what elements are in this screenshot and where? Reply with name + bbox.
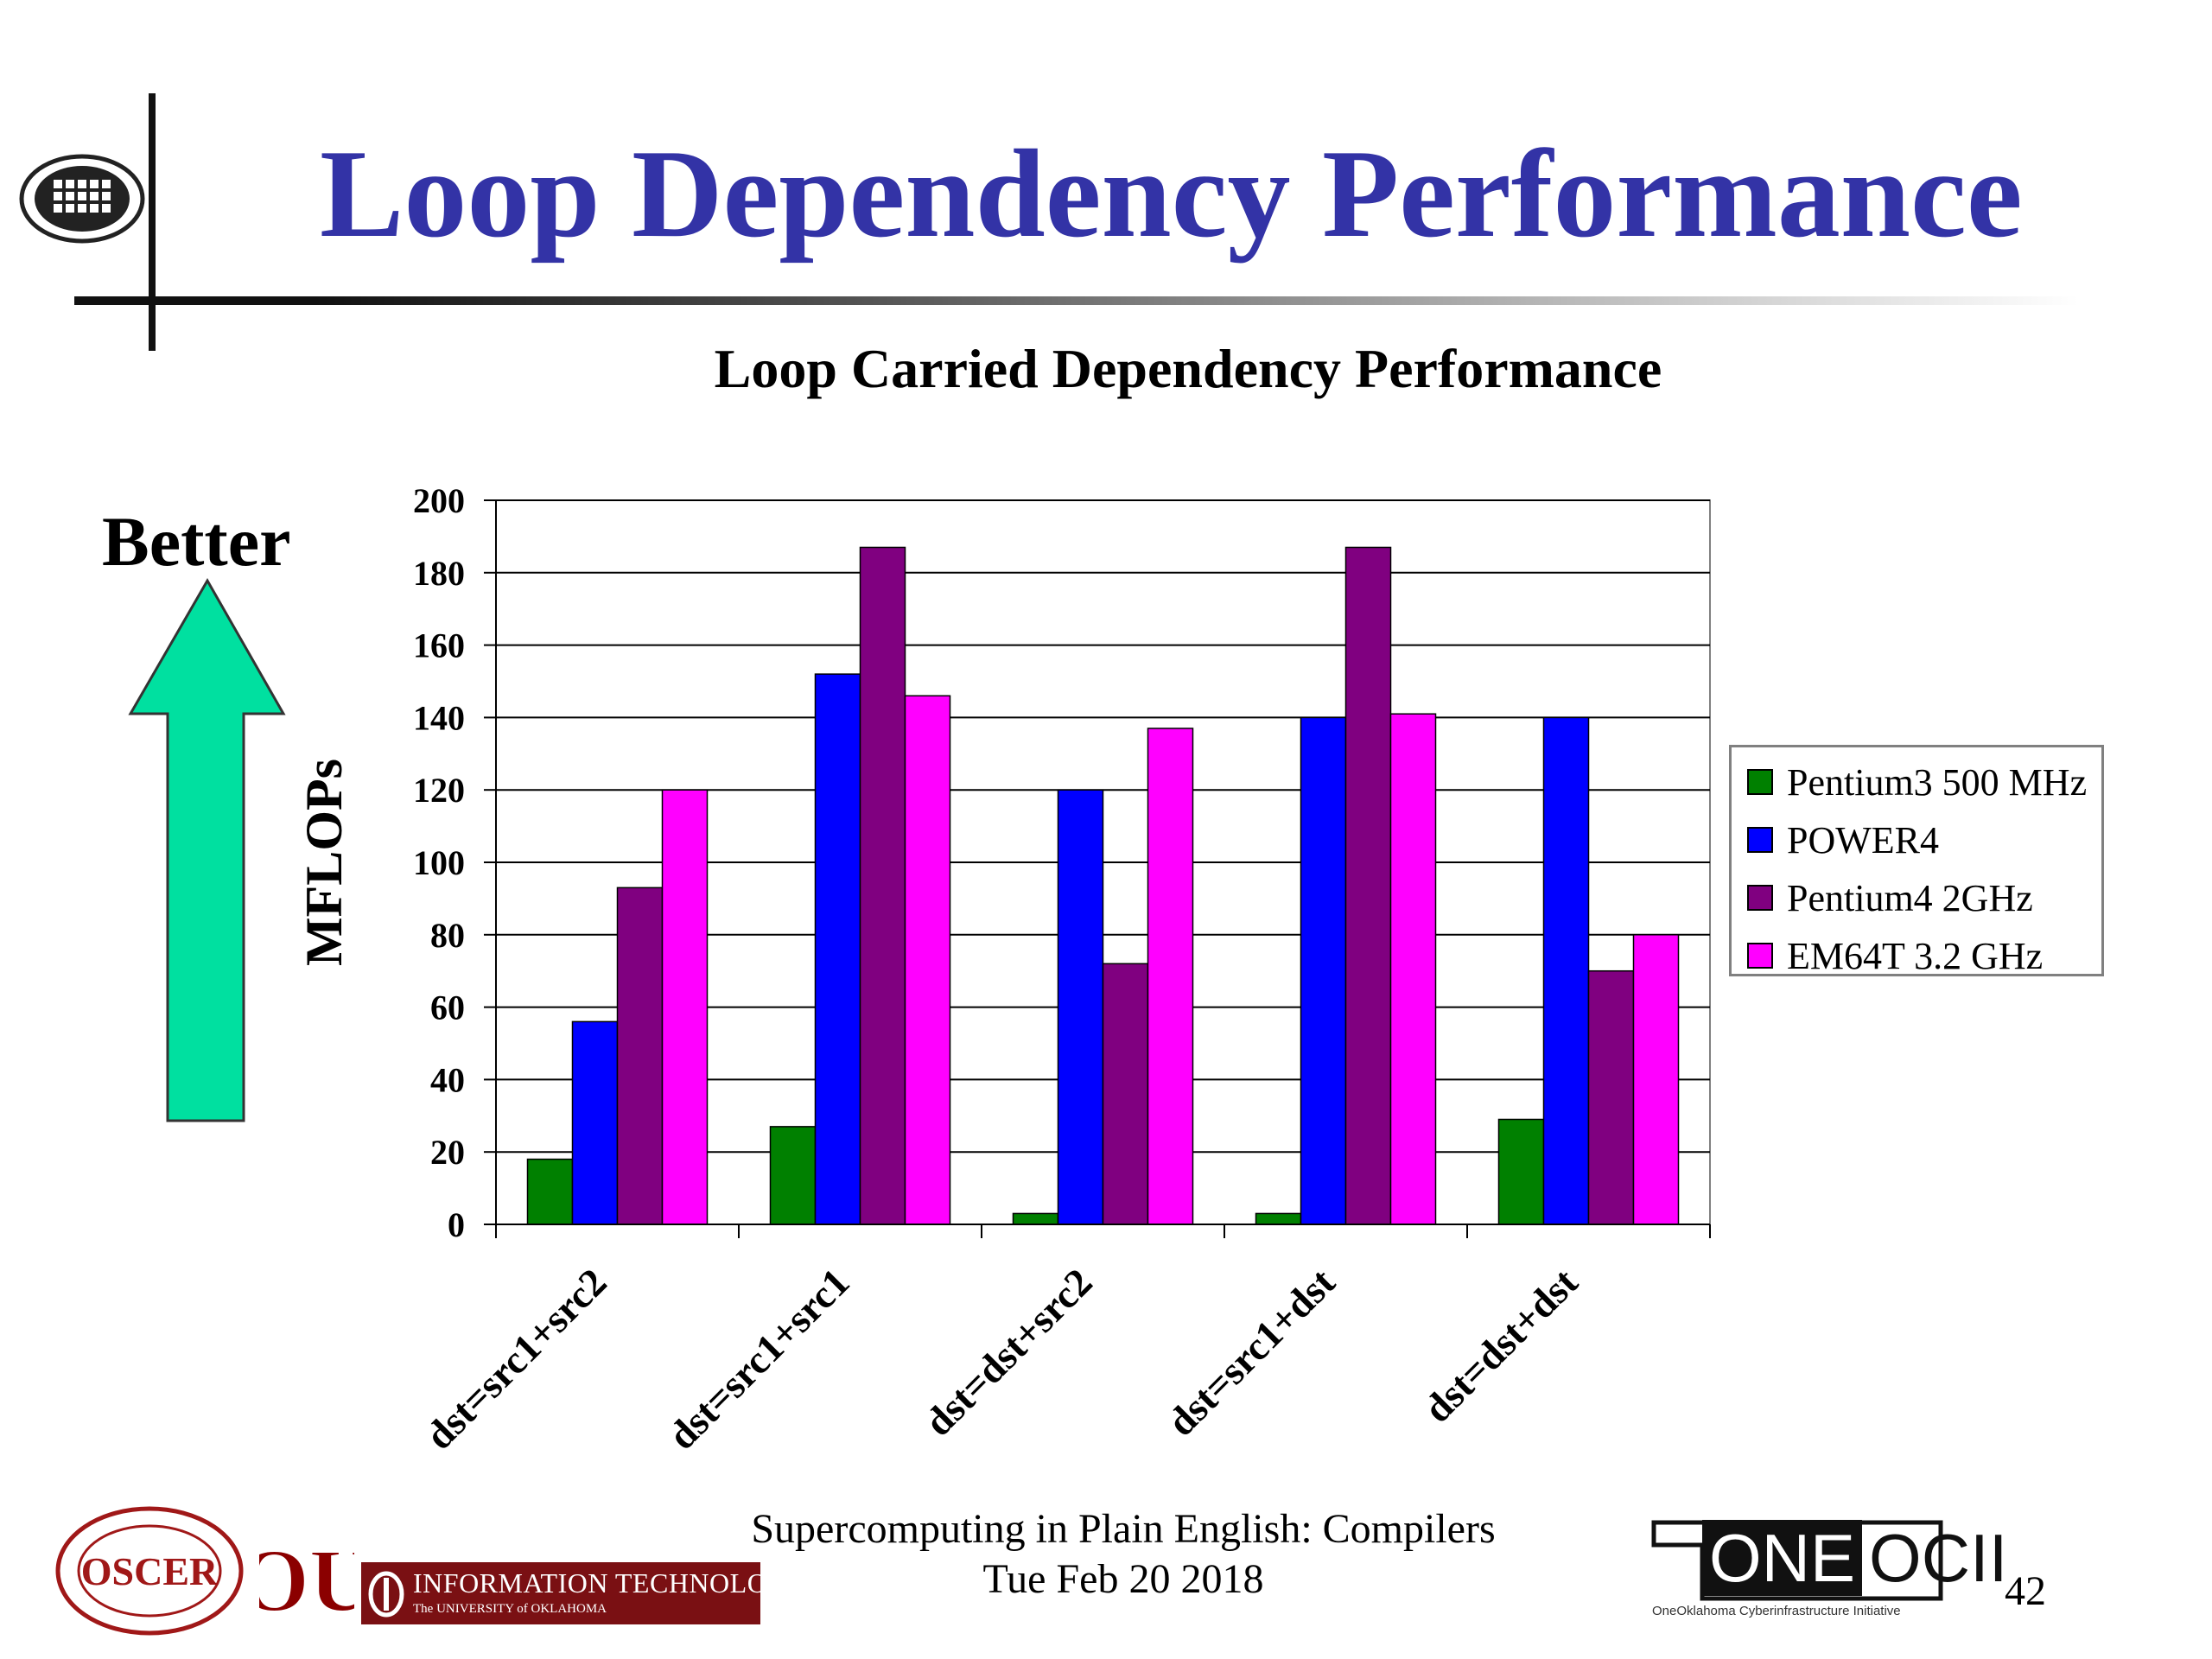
x-tick-label: dst=src1+src2 <box>416 1260 614 1458</box>
bar <box>904 695 951 1225</box>
footer-course-title: Supercomputing in Plain English: Compile… <box>751 1506 1496 1552</box>
legend-item-pentium4: Pentium4 2GHz <box>1747 872 2033 924</box>
it-banner-subtext: The UNIVERSITY of OKLAHOMA <box>413 1602 607 1616</box>
oklahoma-outline-icon <box>1651 1520 1943 1601</box>
oscer-logo-text: OSCER <box>81 1549 219 1593</box>
oneocii-one-text: ONE <box>1702 1520 1863 1596</box>
x-tick-label: dst=src1+dst <box>1159 1260 1344 1445</box>
header-horizontal-rule <box>74 296 2079 305</box>
ou-logo: OU <box>259 1530 354 1631</box>
bar <box>526 1158 574 1225</box>
oneocii-ocii-text: OCII <box>1869 1520 2008 1596</box>
x-tick-label: dst=src1+src1 <box>659 1260 857 1458</box>
bar <box>1057 789 1104 1225</box>
y-tick-label: 160 <box>413 626 465 665</box>
header-vertical-rule <box>149 93 156 351</box>
axes <box>484 499 1711 1238</box>
legend-label: Pentium3 500 MHz <box>1787 760 2088 804</box>
y-axis-title: MFLOPs <box>296 759 353 966</box>
bar <box>1542 716 1590 1225</box>
x-tick-label: dst=dst+src2 <box>916 1260 1101 1445</box>
y-tick-label: 40 <box>430 1060 465 1099</box>
bar <box>1344 546 1392 1225</box>
legend-item-pentium3: Pentium3 500 MHz <box>1747 756 2087 808</box>
bar <box>1255 1212 1302 1225</box>
better-arrow-icon <box>128 577 286 1122</box>
footer-date: Tue Feb 20 2018 <box>982 1556 1264 1602</box>
bar <box>1389 713 1437 1225</box>
oneocii-tagline: OneOklahoma Cyberinfrastructure Initiati… <box>1652 1604 1901 1618</box>
oneocii-logo: ONE OCII <box>1702 1519 2007 1598</box>
legend-item-em64t: EM64T 3.2 GHz <box>1747 930 2043 982</box>
legend-label: EM64T 3.2 GHz <box>1787 934 2044 977</box>
bar <box>1632 934 1680 1225</box>
y-tick-label: 0 <box>448 1205 465 1244</box>
y-tick-label: 20 <box>430 1133 465 1172</box>
legend-label: Pentium4 2GHz <box>1787 876 2033 919</box>
bar <box>1497 1118 1545 1225</box>
chart-title: Loop Carried Dependency Performance <box>715 338 1662 399</box>
bar <box>1102 963 1149 1225</box>
ou-mini-icon <box>368 1571 404 1618</box>
y-tick-label: 200 <box>413 481 465 520</box>
page-number: 42 <box>2005 1568 2046 1614</box>
bar <box>616 887 664 1225</box>
slide-title: Loop Dependency Performance <box>320 124 2023 264</box>
legend-swatch <box>1747 827 1773 853</box>
oscer-logo: OSCER <box>55 1506 244 1636</box>
y-tick-label: 80 <box>430 916 465 955</box>
ou-logo-text: OU <box>259 1531 354 1630</box>
bar <box>571 1020 619 1225</box>
y-tick-label: 180 <box>413 554 465 593</box>
bar <box>769 1126 817 1225</box>
legend-swatch <box>1747 943 1773 969</box>
bar <box>859 546 906 1225</box>
supercomputing-logo <box>19 154 145 244</box>
bar <box>661 789 709 1225</box>
bar <box>1587 969 1635 1225</box>
bar <box>1147 728 1194 1225</box>
x-tick-label: dst=dst+dst <box>1415 1260 1586 1431</box>
legend-swatch <box>1747 885 1773 911</box>
legend-item-power4: POWER4 <box>1747 814 1939 866</box>
bar <box>814 673 861 1225</box>
legend-swatch <box>1747 769 1773 795</box>
better-label: Better <box>102 502 291 581</box>
bar <box>1012 1212 1059 1225</box>
bars <box>526 546 1680 1225</box>
chart-legend: Pentium3 500 MHz POWER4 Pentium4 2GHz EM… <box>1729 745 2104 977</box>
y-tick-label: 120 <box>413 771 465 810</box>
y-tick-label: 60 <box>430 988 465 1027</box>
y-tick-label: 100 <box>413 843 465 882</box>
it-banner-text: INFORMATION TECHNOLOGY <box>413 1567 809 1599</box>
y-tick-label: 140 <box>413 698 465 737</box>
it-banner: INFORMATION TECHNOLOGY The UNIVERSITY of… <box>361 1562 808 1624</box>
legend-label: POWER4 <box>1787 818 1939 861</box>
bar <box>1300 716 1347 1225</box>
